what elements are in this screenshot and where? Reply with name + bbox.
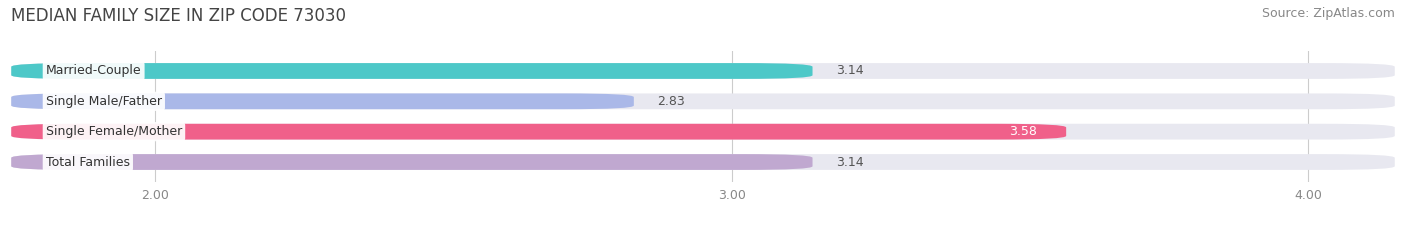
FancyBboxPatch shape (11, 63, 813, 79)
Text: Source: ZipAtlas.com: Source: ZipAtlas.com (1261, 7, 1395, 20)
Text: Married-Couple: Married-Couple (46, 65, 142, 78)
FancyBboxPatch shape (11, 93, 1395, 109)
Text: Single Female/Mother: Single Female/Mother (46, 125, 183, 138)
FancyBboxPatch shape (11, 154, 813, 170)
Text: 2.83: 2.83 (657, 95, 685, 108)
Text: 3.14: 3.14 (835, 155, 863, 168)
FancyBboxPatch shape (11, 124, 1066, 140)
Text: MEDIAN FAMILY SIZE IN ZIP CODE 73030: MEDIAN FAMILY SIZE IN ZIP CODE 73030 (11, 7, 346, 25)
FancyBboxPatch shape (11, 154, 1395, 170)
FancyBboxPatch shape (11, 93, 634, 109)
Text: Total Families: Total Families (46, 155, 129, 168)
Text: 3.14: 3.14 (835, 65, 863, 78)
FancyBboxPatch shape (11, 124, 1395, 140)
Text: Single Male/Father: Single Male/Father (46, 95, 162, 108)
Text: 3.58: 3.58 (1010, 125, 1038, 138)
FancyBboxPatch shape (11, 63, 1395, 79)
